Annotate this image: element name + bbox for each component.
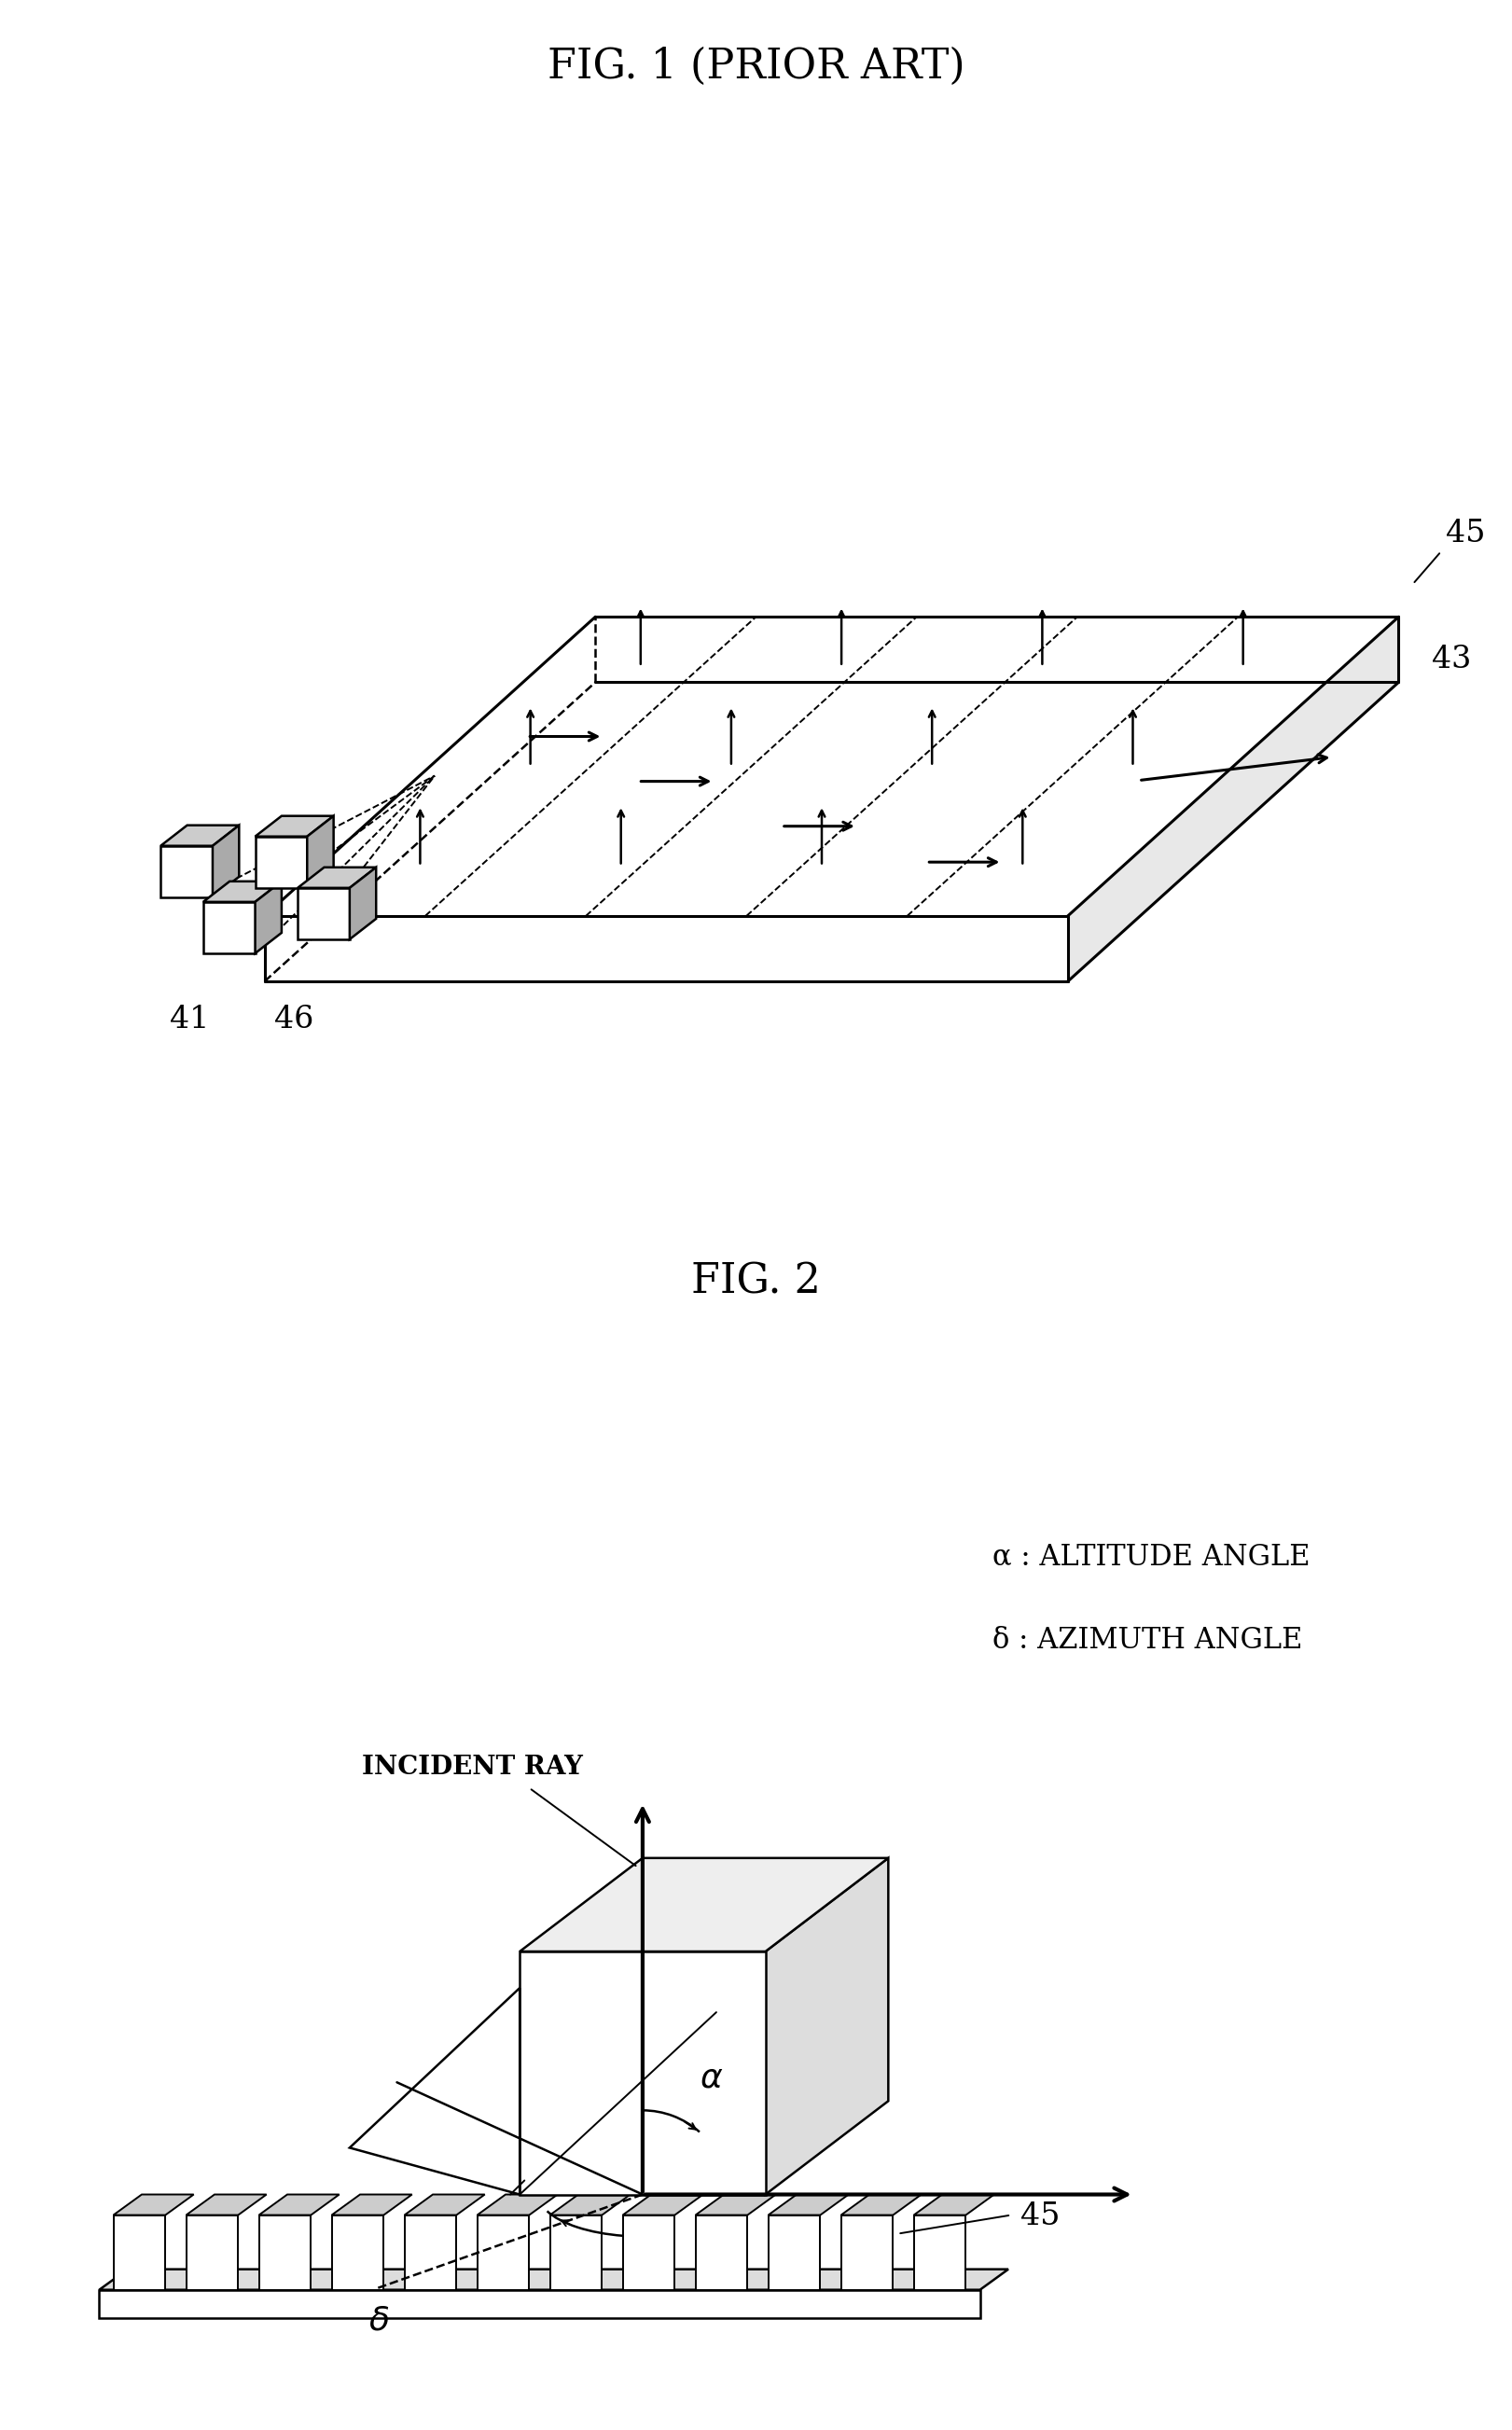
Polygon shape xyxy=(160,846,213,897)
Polygon shape xyxy=(259,2216,311,2289)
Polygon shape xyxy=(259,2194,339,2216)
Polygon shape xyxy=(768,2216,820,2289)
Text: $\delta$: $\delta$ xyxy=(369,2304,390,2338)
Polygon shape xyxy=(256,836,307,887)
Text: 45: 45 xyxy=(1445,518,1485,549)
Text: 41: 41 xyxy=(169,1004,210,1035)
Polygon shape xyxy=(405,2194,485,2216)
Polygon shape xyxy=(765,1859,889,2194)
Polygon shape xyxy=(203,902,256,953)
Polygon shape xyxy=(550,2216,602,2289)
Polygon shape xyxy=(841,2216,894,2289)
Polygon shape xyxy=(298,887,349,940)
Polygon shape xyxy=(213,826,239,897)
Text: 43: 43 xyxy=(1432,644,1471,676)
Polygon shape xyxy=(913,2194,995,2216)
Polygon shape xyxy=(841,2194,921,2216)
Polygon shape xyxy=(478,2216,529,2289)
Polygon shape xyxy=(100,2289,980,2318)
Text: FIG. 1 (PRIOR ART): FIG. 1 (PRIOR ART) xyxy=(547,46,965,87)
Text: 46: 46 xyxy=(274,1004,313,1035)
Text: $\alpha$: $\alpha$ xyxy=(699,2061,723,2095)
Text: α : ALTITUDE ANGLE: α : ALTITUDE ANGLE xyxy=(992,1543,1309,1572)
Polygon shape xyxy=(550,2194,631,2216)
Text: INCIDENT RAY: INCIDENT RAY xyxy=(361,1754,584,1779)
Polygon shape xyxy=(113,2216,165,2289)
Polygon shape xyxy=(100,2270,1009,2289)
Polygon shape xyxy=(696,2216,747,2289)
Polygon shape xyxy=(331,2194,411,2216)
Polygon shape xyxy=(405,2216,457,2289)
Polygon shape xyxy=(623,2194,703,2216)
Polygon shape xyxy=(349,1988,520,2194)
Polygon shape xyxy=(623,2216,674,2289)
Polygon shape xyxy=(520,1859,889,1951)
Polygon shape xyxy=(160,826,239,846)
Polygon shape xyxy=(768,2194,848,2216)
Polygon shape xyxy=(307,816,334,887)
Polygon shape xyxy=(256,816,334,836)
Polygon shape xyxy=(520,1951,765,2194)
Text: 45: 45 xyxy=(1021,2202,1060,2231)
Polygon shape xyxy=(186,2216,239,2289)
Polygon shape xyxy=(265,617,1399,916)
Polygon shape xyxy=(265,916,1067,982)
Polygon shape xyxy=(331,2216,384,2289)
Polygon shape xyxy=(113,2194,194,2216)
Polygon shape xyxy=(203,882,281,902)
Polygon shape xyxy=(349,868,376,940)
Polygon shape xyxy=(478,2194,558,2216)
Text: δ : AZIMUTH ANGLE: δ : AZIMUTH ANGLE xyxy=(992,1626,1302,1655)
Text: FIG. 2: FIG. 2 xyxy=(691,1261,821,1302)
Polygon shape xyxy=(186,2194,266,2216)
Polygon shape xyxy=(1067,617,1399,982)
Polygon shape xyxy=(256,882,281,953)
Polygon shape xyxy=(298,868,376,887)
Polygon shape xyxy=(913,2216,966,2289)
Polygon shape xyxy=(696,2194,776,2216)
